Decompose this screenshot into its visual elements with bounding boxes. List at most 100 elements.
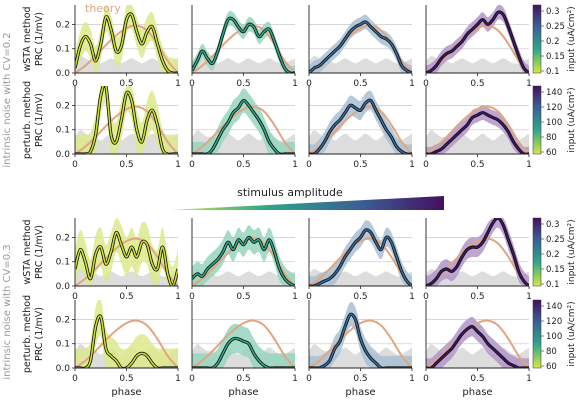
y-tick-label: 0.0	[56, 282, 71, 292]
colorbar-label: input (uA/cm²)	[567, 219, 577, 284]
noise-baseline-area	[192, 268, 295, 286]
panel-plot-area	[426, 5, 529, 73]
colorbar-tick-label: 60	[546, 362, 557, 372]
x-tick-label: 0.5	[236, 79, 250, 89]
colorbar-r0: 0.3 0.25 0.2 0.15 0.1 input (uA/cm²)	[532, 4, 577, 77]
x-tick-label: 1	[292, 79, 298, 89]
theory-curve	[426, 237, 529, 286]
panel-plot-area	[426, 316, 529, 368]
theory-label: theory	[85, 2, 121, 15]
x-tick-label: 0.5	[353, 79, 367, 89]
panel-r3-c1: 0 0.5 1 phase	[189, 300, 298, 398]
colorbars: 0.3 0.25 0.2 0.15 0.1 input (uA/cm²) 140 120 100…	[532, 4, 577, 372]
x-tick-label: 0.5	[236, 292, 250, 302]
colorbar-tick-label: 80	[546, 133, 557, 143]
x-tick-label: 0	[306, 160, 312, 170]
x-tick-label: 0.5	[470, 292, 484, 302]
panel-r2-c3: 0 0.5 1	[423, 218, 532, 302]
y-tick-label: 0.2	[56, 101, 70, 111]
x-tick-label: 0	[423, 292, 429, 302]
x-axis-label: phase	[228, 387, 258, 398]
colorbar-tick-label: 0.2	[546, 250, 560, 260]
theory-curve	[75, 105, 178, 154]
y-tick-label: 0.0	[56, 364, 71, 374]
panel-r1-c0: 0 0.5 1 0.0 0.1 0.2 perturb. method PRC (1/mV)	[22, 81, 181, 170]
x-axis-label: phase	[111, 387, 141, 398]
panel-plot-area	[309, 302, 412, 368]
x-tick-label: 0	[189, 160, 195, 170]
noise-baseline-area	[426, 130, 529, 154]
x-axis-label: phase	[462, 387, 492, 398]
x-tick-label: 0.5	[470, 160, 484, 170]
x-tick-label: 0	[189, 292, 195, 302]
theory-curve	[309, 319, 412, 368]
colorbar-tick-label: 0.1	[546, 280, 560, 290]
x-tick-label: 1	[409, 79, 415, 89]
x-tick-label: 0	[189, 374, 195, 384]
prc-estimate-curve	[426, 325, 529, 368]
prc-estimate-curve	[75, 86, 178, 154]
theory-curve	[192, 105, 295, 154]
figure-labels: intrinsic noise with CV=0.2 intrinsic no…	[2, 2, 343, 380]
colorbar-tick-label: 100	[546, 118, 562, 128]
confidence-band	[75, 218, 178, 286]
colorbar-label: input (uA/cm²)	[567, 6, 577, 71]
x-tick-label: 0	[189, 79, 195, 89]
noise-baseline-area	[309, 55, 412, 73]
colorbar-tick-label: 120	[546, 317, 562, 327]
noise-baseline-area	[75, 130, 178, 154]
y-tick-label: 0.0	[56, 69, 71, 79]
stimulus-amplitude-label: stimulus amplitude	[237, 186, 343, 199]
colorbar-tick-label: 0.2	[546, 37, 560, 47]
panel-r0-c3: 0 0.5 1	[423, 5, 532, 89]
confidence-band	[75, 5, 178, 73]
x-tick-label: 1	[409, 160, 415, 170]
prc-estimate-curve	[75, 315, 178, 368]
colorbar-tick-label: 0.15	[546, 265, 565, 275]
theory-curve	[192, 319, 295, 368]
prc-estimate-curve	[309, 229, 412, 286]
y-tick-label: 0.2	[56, 233, 70, 243]
y-tick-label: 0.2	[56, 20, 70, 30]
panel-plot-area	[426, 105, 529, 154]
x-tick-label: 0	[72, 79, 78, 89]
theory-curve	[426, 24, 529, 73]
panel-r0-c0: 0 0.5 1 0.0 0.1 0.2 wSTA method PRC (1/mV)	[22, 5, 181, 89]
colorbar-gradient	[532, 299, 542, 369]
confidence-band	[426, 218, 529, 286]
panel-r1-c2: 0 0.5 1	[306, 86, 415, 170]
prc-estimate-curve	[75, 13, 178, 73]
x-tick-label: 0	[423, 79, 429, 89]
panel-plot-area	[75, 218, 178, 286]
colorbar-tick-label: 140	[546, 302, 562, 312]
prc-estimate-curve	[192, 236, 295, 286]
x-tick-label: 0	[72, 374, 78, 384]
x-tick-label: 0.5	[119, 79, 133, 89]
row-method-label: wSTA method	[22, 6, 33, 71]
x-tick-label: 1	[292, 292, 298, 302]
prc-estimate-curve	[192, 337, 295, 368]
colorbar-gradient	[532, 217, 542, 287]
row-method-label: perturb. method	[22, 295, 33, 373]
x-tick-label: 1	[175, 374, 181, 384]
theory-curve	[309, 237, 412, 286]
prc-estimate-curve	[426, 218, 529, 286]
x-tick-label: 0	[423, 374, 429, 384]
x-tick-label: 0.5	[470, 374, 484, 384]
confidence-band	[426, 5, 529, 73]
panel-plot-area	[75, 5, 178, 73]
group-label-cv03: intrinsic noise with CV=0.3	[2, 244, 13, 379]
prc-estimate-curve	[309, 313, 412, 368]
panel-r3-c2: 0 0.5 1 phase	[306, 300, 415, 398]
confidence-band	[309, 90, 412, 154]
noise-baseline-area	[192, 55, 295, 73]
x-tick-label: 1	[292, 160, 298, 170]
x-tick-label: 1	[526, 160, 532, 170]
panel-r2-c0: 0 0.5 1 0.0 0.1 0.2 wSTA method PRC (1/mV)	[22, 218, 181, 302]
x-tick-label: 0.5	[236, 374, 250, 384]
panel-plot-area	[192, 225, 295, 286]
x-tick-label: 1	[526, 79, 532, 89]
x-tick-label: 1	[292, 374, 298, 384]
colorbar-gradient	[532, 4, 542, 74]
prc-estimate-curve	[426, 111, 529, 154]
